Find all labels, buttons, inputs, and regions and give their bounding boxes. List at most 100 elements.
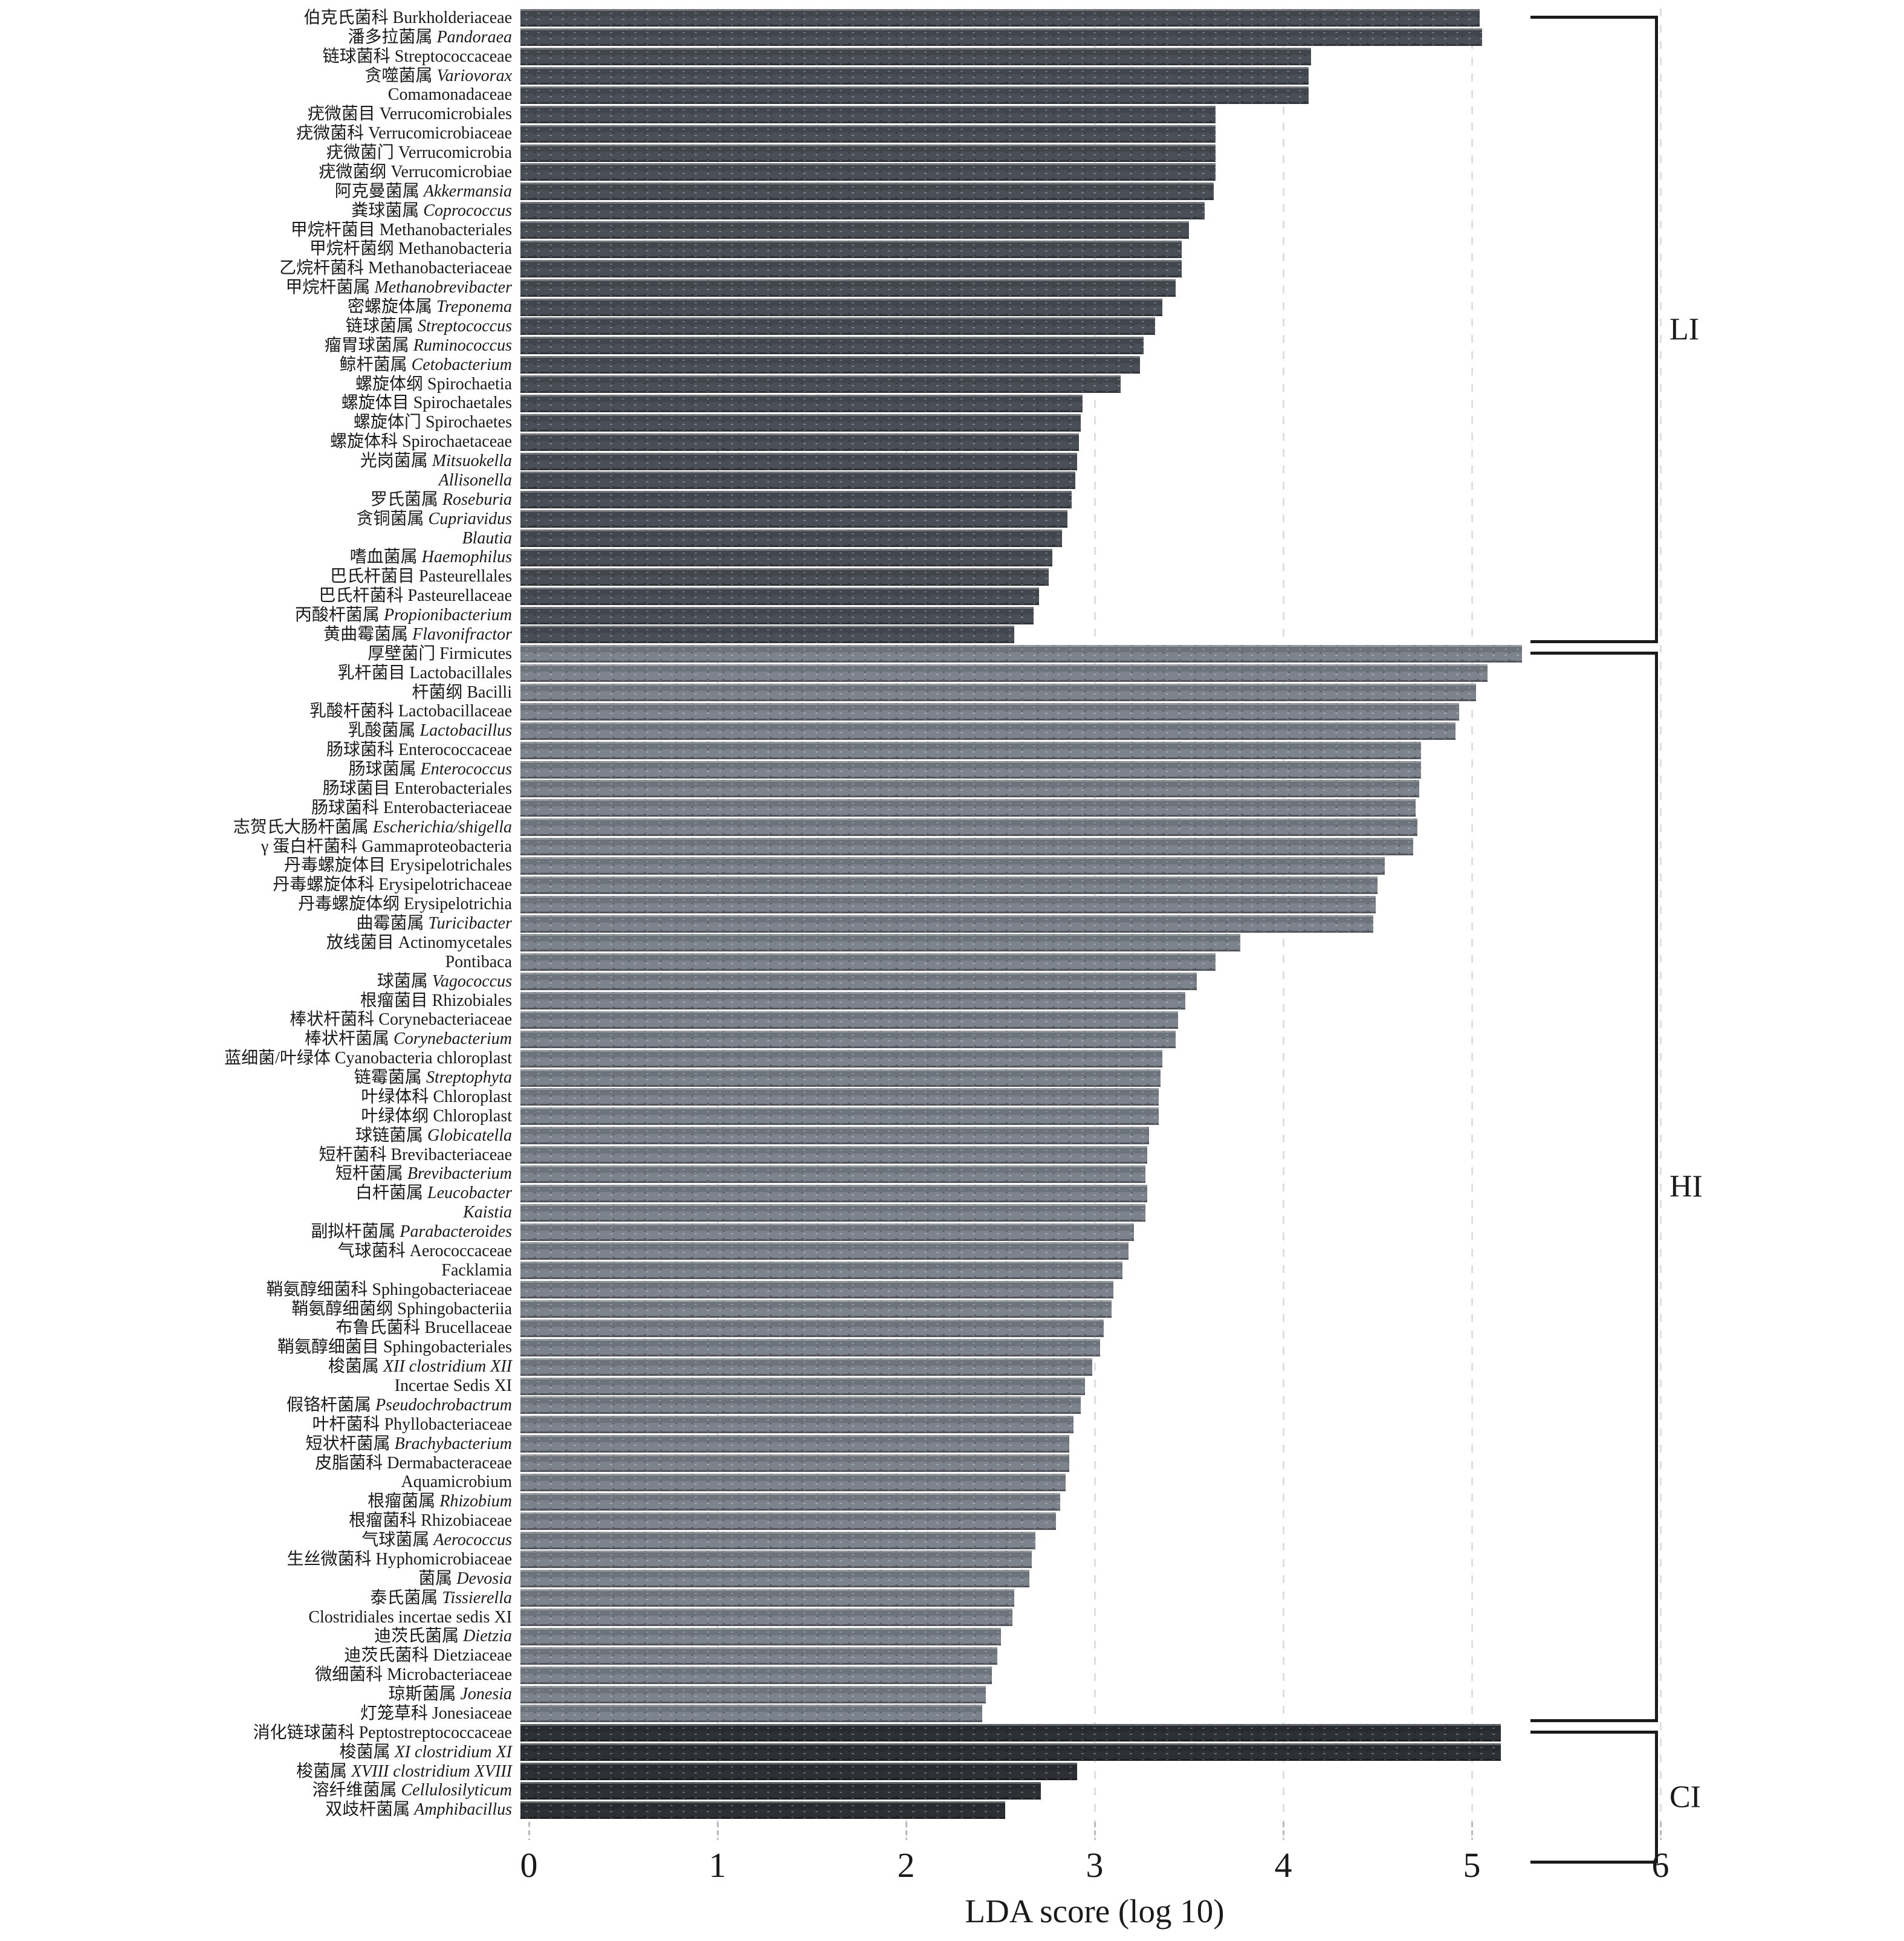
bar-row: Allisonella xyxy=(0,471,1660,490)
taxon-label-cn: 链球菌属 xyxy=(345,316,418,335)
taxon-label-latin: Cupriavidus xyxy=(428,509,512,528)
bar-track xyxy=(520,471,1660,490)
taxon-label: 白杆菌属 Leucobacter xyxy=(0,1185,520,1202)
bar-track xyxy=(520,240,1660,259)
bar-track xyxy=(520,1280,1660,1300)
taxon-label: 叶杆菌科 Phyllobacteriaceae xyxy=(0,1416,520,1433)
taxon-label: 贪噬菌属 Variovorax xyxy=(0,67,520,85)
taxon-label-cn: 鲸杆菌属 xyxy=(339,355,412,374)
lda-bar xyxy=(520,664,1488,682)
lda-bar xyxy=(520,857,1385,875)
taxon-label-cn: 皮脂菌科 xyxy=(315,1453,387,1473)
taxon-label-latin: XVIII clostridium XVIII xyxy=(351,1761,512,1781)
lda-bar xyxy=(520,67,1309,85)
bar-row: Incertae Sedis XI xyxy=(0,1376,1660,1396)
taxon-label-cn: 棒状杆菌科 xyxy=(290,1010,379,1029)
bar-row: 疣微菌科 Verrucomicrobiaceae xyxy=(0,124,1660,143)
bar-track xyxy=(520,1068,1660,1087)
bar-row: 乳杆菌目 Lactobacillales xyxy=(0,664,1660,683)
bar-track xyxy=(520,933,1660,953)
lda-bar xyxy=(520,1262,1123,1280)
taxon-label: 伯克氏菌科 Burkholderiaceae xyxy=(0,9,520,27)
taxon-label: 梭菌属 XI clostridium XI xyxy=(0,1743,520,1761)
lda-bar xyxy=(520,1338,1100,1356)
axis-tick xyxy=(1660,1822,1662,1840)
lda-bar xyxy=(520,780,1419,798)
bar-track xyxy=(520,1242,1660,1261)
bar-row: 球链菌属 Globicatella xyxy=(0,1126,1660,1145)
bar-track xyxy=(520,452,1660,471)
bar-row: 鞘氨醇细菌目 Sphingobacteriales xyxy=(0,1338,1660,1357)
taxon-label: 丹毒螺旋体科 Erysipelotrichaceae xyxy=(0,877,520,893)
lda-bar xyxy=(520,876,1378,894)
taxon-label: Incertae Sedis XI xyxy=(0,1378,520,1395)
bar-row: 厚壁菌门 Firmicutes xyxy=(0,644,1660,664)
taxon-label-latin: Akkermansia xyxy=(423,181,512,201)
bar-track xyxy=(520,1107,1660,1126)
taxon-label-cn: 肠球菌科 xyxy=(326,740,398,760)
taxon-label-cn: 琼斯菌属 xyxy=(388,1685,461,1704)
taxon-label-cn: 疣微菌门 xyxy=(326,143,398,163)
bar-track xyxy=(520,394,1660,413)
taxon-label-cn: 螺旋体目 xyxy=(341,394,413,413)
taxon-label: 光岗菌属 Mitsuokella xyxy=(0,453,520,470)
lda-bar xyxy=(520,356,1140,374)
taxon-label-latin: Spirochaetia xyxy=(427,374,512,394)
taxon-label: 梭菌属 XVIII clostridium XVIII xyxy=(0,1763,520,1780)
taxon-label-cn: 乳杆菌目 xyxy=(337,663,410,682)
taxon-label-cn: 气球菌科 xyxy=(337,1241,410,1260)
bar-row: 双歧杆菌属 Amphibacillus xyxy=(0,1800,1660,1819)
taxon-label: Allisonella xyxy=(0,471,520,489)
bar-track xyxy=(520,1589,1660,1608)
taxon-label-cn: 消化链球菌科 xyxy=(253,1723,359,1742)
bar-row: 生丝微菌科 Hyphomicrobiaceae xyxy=(0,1550,1660,1569)
bar-track xyxy=(520,1454,1660,1473)
taxon-label-latin: Roseburia xyxy=(442,490,512,509)
axis-tick xyxy=(717,1822,719,1840)
bar-row: Pontibaca xyxy=(0,953,1660,972)
lda-bar xyxy=(520,433,1080,451)
bar-row: 泰氏菌属 Tissierella xyxy=(0,1589,1660,1608)
lda-bar xyxy=(520,1416,1073,1434)
taxon-label-latin: Chloroplast xyxy=(433,1087,512,1106)
bar-row: 潘多拉菌属 Pandoraea xyxy=(0,28,1660,47)
taxon-label-latin: Leucobacter xyxy=(427,1184,512,1203)
taxon-label-cn: 嗜血菌属 xyxy=(349,548,422,567)
bar-row: 鲸杆菌属 Cetobacterium xyxy=(0,355,1660,375)
taxon-label-cn: 螺旋体门 xyxy=(353,413,426,432)
taxon-label-latin: Cyanobacteria chloroplast xyxy=(334,1049,512,1068)
taxon-label-cn: 鞘氨醇细菌科 xyxy=(266,1280,372,1299)
taxon-label-cn: 疣微菌目 xyxy=(307,105,380,124)
taxon-label: 蓝细菌/叶绿体 Cyanobacteria chloroplast xyxy=(0,1050,520,1067)
bar-row: 梭菌属 XI clostridium XI xyxy=(0,1743,1660,1762)
taxon-label-latin: Verrucomicrobiaceae xyxy=(368,124,512,143)
bar-row: 螺旋体目 Spirochaetales xyxy=(0,394,1660,413)
taxon-label: 阿克曼菌属 Akkermansia xyxy=(0,183,520,200)
bar-track xyxy=(520,779,1660,799)
taxon-label: 根瘤菌科 Rhizobiaceae xyxy=(0,1512,520,1529)
lda-bar xyxy=(520,1107,1159,1126)
taxon-label-latin: Streptococcaceae xyxy=(394,47,512,66)
bar-track xyxy=(520,1685,1660,1704)
taxon-label: 棒状杆菌属 Corynebacterium xyxy=(0,1031,520,1048)
lda-bar xyxy=(520,221,1190,239)
bar-row: 消化链球菌科 Peptostreptococcaceae xyxy=(0,1723,1660,1743)
lda-bar xyxy=(520,895,1376,913)
taxon-label-latin: Dermabacteraceae xyxy=(387,1453,512,1473)
lda-bar xyxy=(520,491,1072,509)
bar-row: 疣微菌门 Verrucomicrobia xyxy=(0,143,1660,163)
taxon-label: 瘤胃球菌属 Ruminococcus xyxy=(0,337,520,354)
taxon-label-latin: Enterobacteriales xyxy=(394,779,512,798)
lda-bar xyxy=(520,1127,1150,1145)
taxon-label: 巴氏杆菌科 Pasteurellaceae xyxy=(0,588,520,604)
bar-row: 曲霉菌属 Turicibacter xyxy=(0,914,1660,933)
taxon-label-latin: Blautia xyxy=(462,528,512,548)
bar-row: 鞘氨醇细菌纲 Sphingobacteriia xyxy=(0,1300,1660,1319)
taxon-label-latin: Cellulosilyticum xyxy=(401,1781,512,1800)
taxon-label-cn: 丙酸杆菌属 xyxy=(294,606,384,625)
lda-bar xyxy=(520,645,1522,663)
bar-track xyxy=(520,875,1660,895)
taxon-label-latin: Pandoraea xyxy=(436,27,512,47)
bar-track xyxy=(520,47,1660,66)
